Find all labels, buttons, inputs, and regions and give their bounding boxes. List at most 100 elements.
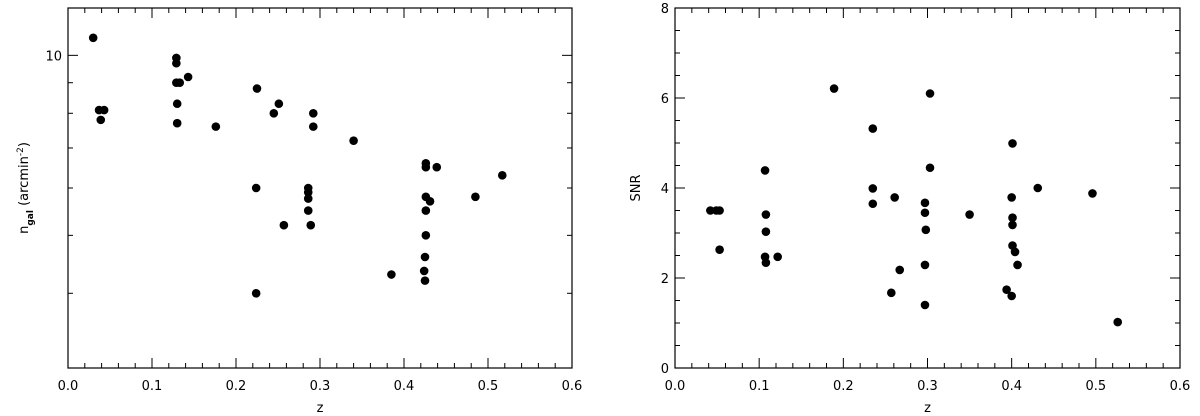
data-point [706,206,715,215]
data-point [1013,260,1022,270]
data-point [172,118,182,128]
data-point [890,193,899,202]
data-point [760,166,770,175]
data-point [303,188,313,197]
data-point [421,162,431,172]
data-point [251,183,261,193]
y-axis-label: SNR [629,174,644,201]
x-tick-label: 0.4 [1001,379,1022,394]
x-tick-label: 0.5 [478,379,499,394]
data-point [175,78,185,88]
data-point [88,33,98,43]
x-tick-label: 0.6 [1170,379,1191,394]
data-point [920,300,930,310]
x-tick-label: 0.5 [1085,379,1106,394]
data-point [269,108,279,118]
data-point [921,225,931,235]
data-point [279,220,289,230]
y-tick-label: 4 [661,182,669,197]
data-point [887,288,896,298]
x-tick-label: 0.0 [58,379,79,394]
y-axis-label: ngal (arcmin-2) [16,142,36,234]
data-point [425,197,435,206]
data-point [1008,213,1017,222]
y-tick-label: 6 [661,92,669,107]
data-point [99,105,109,115]
data-point [920,198,930,208]
data-point [421,231,431,240]
data-point [895,265,905,275]
data-point [773,252,782,262]
x-tick-label: 0.0 [665,379,686,394]
data-point [172,58,181,68]
data-point [306,220,316,230]
x-axis-label: z [924,401,931,416]
x-tick-label: 0.6 [562,379,583,394]
plot-frame [67,7,573,369]
data-point [925,163,935,173]
x-tick-label: 0.3 [917,379,938,394]
data-point [715,245,724,254]
data-point [96,115,106,125]
data-point [420,252,430,262]
x-tick-label: 0.2 [226,379,247,394]
data-point [1010,247,1020,257]
data-point [497,171,507,180]
data-point [252,84,262,93]
x-tick-label: 0.4 [394,379,415,394]
data-point [761,210,771,219]
data-point [829,84,839,93]
x-tick-label: 0.2 [833,379,854,394]
data-point [349,136,358,145]
data-point [1007,193,1016,202]
x-tick-label: 0.1 [749,379,770,394]
data-point [1002,285,1011,295]
y-axis-label-part: (arcmin [17,156,32,210]
plot-frame [674,7,1181,369]
x-axis-label: z [317,401,324,416]
data-point [1008,220,1017,230]
data-point [432,162,442,172]
data-point [715,206,724,215]
data-point [387,270,396,279]
y-axis-label-part: -2 [16,147,26,156]
data-point [420,276,430,285]
data-point [419,266,429,276]
data-point [1008,139,1017,148]
y-tick-label: 10 [45,49,62,64]
data-point [303,206,313,215]
data-point [761,258,771,268]
data-point [274,99,284,109]
y-axis-label-part: n [17,226,32,234]
y-tick-label: 8 [661,2,669,17]
data-point [761,227,771,236]
data-point [471,192,480,202]
data-point [920,208,930,218]
data-point [211,122,221,131]
x-tick-label: 0.3 [310,379,331,394]
data-point [1007,291,1016,301]
data-point [172,99,182,109]
y-tick-label: 2 [661,272,669,287]
data-point [868,124,878,133]
data-point [1088,189,1097,198]
data-point [925,89,935,98]
data-point [1113,317,1123,327]
data-point [965,210,974,219]
x-tick-label: 0.1 [142,379,163,394]
y-axis-label-part: ) [17,142,32,147]
y-tick-label: 0 [661,362,669,377]
panel: 0.0 0.1 0.2 0.3 0.4 0.5 0.6 0 2 4 6 8 z SNR [629,2,1190,416]
data-point [920,260,930,270]
data-point [308,122,318,131]
y-axis-label-part: gal [26,210,36,226]
data-point [308,108,318,118]
data-point [251,288,261,298]
data-point [303,194,313,203]
data-point [183,72,193,82]
data-point [868,184,878,193]
data-point [1033,183,1043,193]
panel: 0.0 0.1 0.2 0.3 0.4 0.5 0.6 10 z ngal (arcmin-2) [16,7,583,416]
data-point [421,206,431,215]
